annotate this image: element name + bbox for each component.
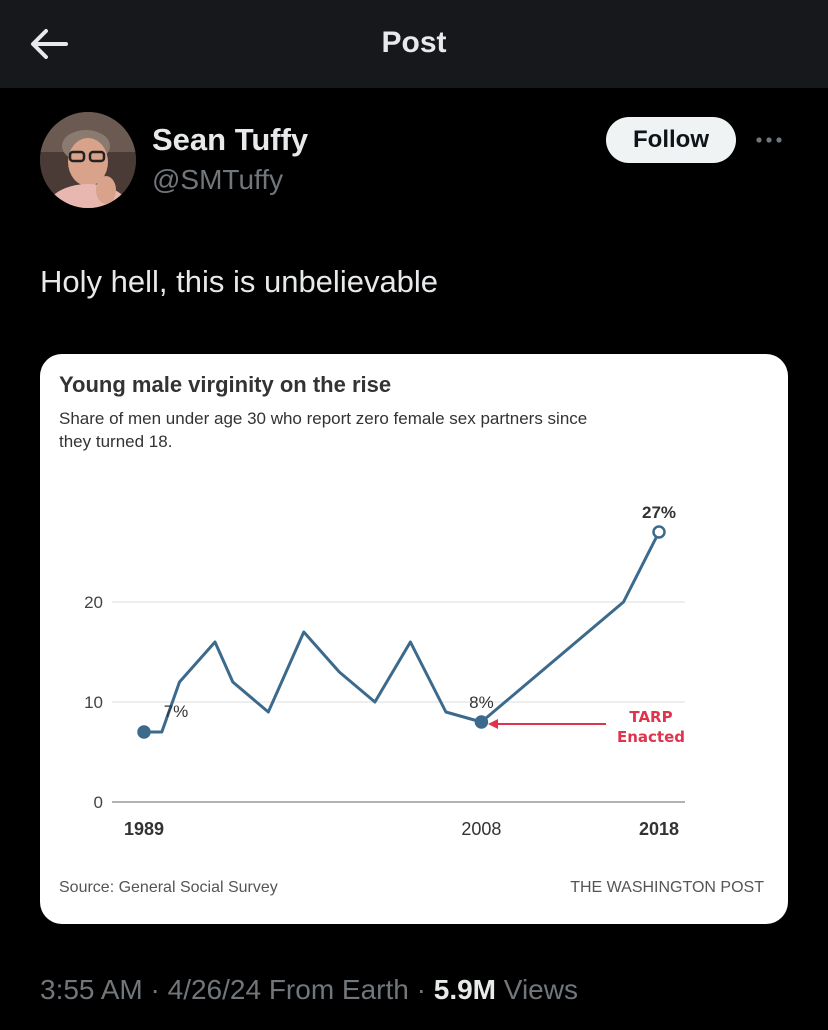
chart-subtitle-line1: Share of men under age 30 who report zer…	[59, 409, 587, 428]
data-point	[652, 525, 666, 539]
x-tick-label: 2008	[461, 819, 501, 839]
views-count[interactable]: 5.9M	[433, 974, 496, 1005]
data-label: 7%	[164, 702, 189, 721]
chart-grid	[112, 601, 685, 803]
avatar[interactable]	[40, 112, 136, 208]
annotation-arrow-head	[488, 719, 498, 729]
data-label: 8%	[469, 693, 494, 712]
chart-credit: THE WASHINGTON POST	[570, 879, 764, 896]
chart-source: Source: General Social Survey	[59, 879, 278, 896]
separator-dot: ·	[150, 974, 168, 1005]
profile-photo	[40, 112, 136, 208]
author-handle[interactable]: @SMTuffy	[152, 164, 284, 195]
views-label: Views	[503, 974, 578, 1005]
x-axis: 1989 2008 2018	[124, 819, 679, 839]
tweet-text: Holy hell, this is unbelievable	[40, 264, 439, 299]
page-title: Post	[381, 26, 447, 59]
chart-title: Young male virginity on the rise	[59, 372, 391, 397]
tweet-meta: 3:55 AM · 4/26/24 From Earth · 5.9M View…	[40, 974, 578, 1006]
chart-subtitle-line2: they turned 18.	[59, 432, 172, 451]
x-tick-label: 1989	[124, 819, 164, 839]
media-card[interactable]: Young male virginity on the rise Share o…	[40, 354, 788, 924]
chart-points	[137, 525, 666, 739]
y-tick-label: 10	[84, 693, 103, 712]
data-point	[137, 725, 151, 739]
top-bar: Post	[0, 0, 828, 88]
tweet-source: From Earth	[268, 974, 409, 1005]
tweet-time[interactable]: 3:55 AM	[40, 974, 143, 1005]
more-horizontal-icon	[756, 137, 782, 143]
author-name[interactable]: Sean Tuffy	[152, 122, 309, 157]
arrow-left-icon	[31, 29, 68, 59]
tweet-date[interactable]: 4/26/24	[167, 974, 262, 1005]
data-labels: 7% 8% 27%	[164, 503, 676, 721]
y-tick-label: 20	[84, 593, 103, 612]
annotation-line1: TARP	[629, 708, 672, 726]
y-axis: 0 10 20	[84, 593, 103, 812]
annotation-line2: Enacted	[617, 728, 685, 746]
back-button[interactable]	[28, 24, 70, 64]
y-tick-label: 0	[94, 793, 103, 812]
data-label: 27%	[642, 503, 676, 522]
separator-dot: ·	[416, 974, 434, 1005]
line-chart: Young male virginity on the rise Share o…	[59, 372, 764, 896]
tarp-annotation: TARP Enacted	[488, 708, 685, 746]
data-point	[474, 715, 489, 729]
x-tick-label: 2018	[639, 819, 679, 839]
follow-button[interactable]: Follow	[606, 117, 736, 163]
more-button[interactable]	[752, 126, 786, 154]
